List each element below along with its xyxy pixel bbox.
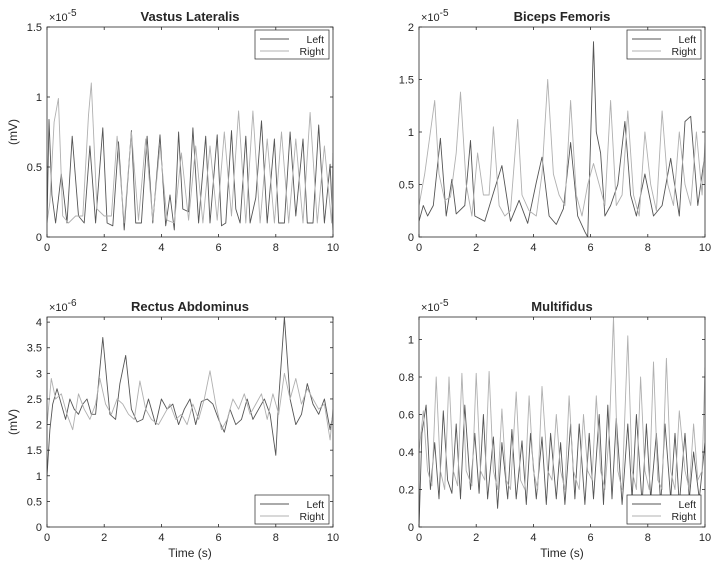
- y-tick-label: 3.5: [27, 343, 42, 355]
- series-line-right: [47, 82, 333, 224]
- y-tick-label: 1.5: [399, 75, 414, 87]
- x-tick-label: 8: [273, 242, 279, 254]
- series-line-left: [47, 317, 333, 476]
- y-tick-label: 2: [36, 420, 42, 432]
- y-tick-label: 0: [408, 522, 414, 534]
- x-tick-label: 4: [530, 532, 536, 544]
- y-axis-label: (mV): [6, 409, 20, 435]
- y-axis-label: (mV): [6, 119, 20, 145]
- y-tick-label: 1: [408, 335, 414, 347]
- x-tick-label: 6: [216, 242, 222, 254]
- x-tick-label: 0: [44, 532, 50, 544]
- chart-title: Biceps Femoris: [514, 9, 611, 24]
- y-tick-label: 4: [36, 317, 42, 329]
- x-tick-label: 10: [699, 242, 711, 254]
- panel-multifidus: 0 2 4 6 8 10 0 0.2 0.4 0.6 0.8 1 ×10-5 Multifidus Time…: [399, 298, 711, 560]
- x-tick-label: 4: [530, 242, 536, 254]
- axes-box: [46, 26, 334, 238]
- series-line-right: [419, 79, 705, 217]
- legend-box: [626, 29, 702, 60]
- y-tick-label: 0.2: [399, 485, 414, 497]
- y-exponent-label: ×10-6: [49, 298, 77, 314]
- legend-label-right: Right: [299, 46, 324, 58]
- series-line-left: [47, 118, 333, 231]
- legend-label-right: Right: [671, 46, 696, 58]
- x-tick-label: 2: [101, 532, 107, 544]
- y-tick-label: 1.5: [27, 22, 42, 34]
- legend-label-left: Left: [306, 499, 324, 511]
- x-tick-label: 0: [416, 532, 422, 544]
- y-tick-label: 3: [36, 368, 42, 380]
- x-tick-label: 2: [473, 242, 479, 254]
- legend-label-left: Left: [306, 34, 324, 46]
- x-tick-label: 0: [416, 242, 422, 254]
- legend-box: [626, 494, 702, 525]
- legend-label-right: Right: [671, 511, 696, 523]
- x-tick-label: 10: [327, 532, 339, 544]
- legend-box: [254, 494, 330, 525]
- x-tick-label: 4: [158, 242, 164, 254]
- x-tick-label: 6: [588, 532, 594, 544]
- legend-box: [254, 29, 330, 60]
- x-tick-label: 6: [216, 532, 222, 544]
- x-axis-label: Time (s): [540, 546, 584, 560]
- y-tick-label: 2.5: [27, 394, 42, 406]
- panel-biceps-femoris: 0 2 4 6 8 10 0 0.5 1 1.5 2 ×10-5 Biceps Femoris LeftR…: [399, 8, 711, 254]
- y-tick-label: 1: [36, 471, 42, 483]
- x-tick-label: 10: [327, 242, 339, 254]
- x-tick-label: 8: [645, 532, 651, 544]
- x-tick-label: 2: [473, 532, 479, 544]
- y-exponent-label: ×10-5: [49, 8, 77, 24]
- x-tick-label: 8: [645, 242, 651, 254]
- y-tick-label: 1: [408, 127, 414, 139]
- chart-title: Rectus Abdominus: [131, 299, 249, 314]
- y-tick-label: 0: [408, 232, 414, 244]
- y-tick-label: 0.5: [399, 180, 414, 192]
- y-tick-label: 0.5: [27, 496, 42, 508]
- series-line-right: [419, 317, 705, 490]
- y-tick-label: 0.6: [399, 410, 414, 422]
- series-line-right: [47, 370, 333, 441]
- x-axis-label: Time (s): [168, 546, 212, 560]
- legend-label-left: Left: [678, 34, 696, 46]
- y-exponent-label: ×10-5: [421, 298, 449, 314]
- y-tick-label: 0: [36, 522, 42, 534]
- x-tick-label: 2: [101, 242, 107, 254]
- legend-label-left: Left: [678, 499, 696, 511]
- x-tick-label: 10: [699, 532, 711, 544]
- x-tick-label: 4: [158, 532, 164, 544]
- panel-vastus-lateralis: 0 2 4 6 8 10 0 0.5 1 1.5 ×10-5 Vastus Lateralis (mV)…: [6, 8, 339, 254]
- series-line-left: [419, 404, 705, 527]
- x-tick-label: 0: [44, 242, 50, 254]
- series-line-left: [419, 41, 705, 237]
- y-tick-label: 0.4: [399, 447, 414, 459]
- y-exponent-label: ×10-5: [421, 8, 449, 24]
- y-tick-label: 2: [408, 22, 414, 34]
- axes-box: [46, 316, 334, 528]
- legend-label-right: Right: [299, 511, 324, 523]
- y-tick-label: 1: [36, 92, 42, 104]
- y-tick-label: 0.5: [27, 162, 42, 174]
- y-tick-label: 0.8: [399, 372, 414, 384]
- chart-title: Multifidus: [531, 299, 592, 314]
- y-tick-label: 1.5: [27, 445, 42, 457]
- y-tick-label: 0: [36, 232, 42, 244]
- axes-box: [418, 316, 706, 528]
- chart-title: Vastus Lateralis: [141, 9, 240, 24]
- x-tick-label: 8: [273, 532, 279, 544]
- panel-rectus-abdominus: 0 2 4 6 8 10 0 0.5 1 1.5 2 2.5 3 3.5 4 ×10-6 Rectus Abdo…: [6, 298, 339, 560]
- x-tick-label: 6: [588, 242, 594, 254]
